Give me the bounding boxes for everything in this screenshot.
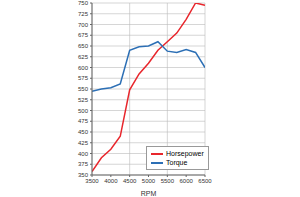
- svg-text:575: 575: [78, 75, 89, 81]
- svg-text:400: 400: [78, 151, 89, 157]
- svg-text:425: 425: [78, 140, 89, 146]
- svg-text:6500: 6500: [198, 178, 212, 184]
- svg-text:750: 750: [78, 0, 89, 6]
- svg-text:525: 525: [78, 97, 89, 103]
- svg-text:450: 450: [78, 129, 89, 135]
- svg-text:650: 650: [78, 43, 89, 49]
- svg-text:625: 625: [78, 54, 89, 60]
- svg-text:4000: 4000: [104, 178, 118, 184]
- svg-text:4500: 4500: [123, 178, 137, 184]
- html-text:Torque: Torque: [166, 159, 188, 166]
- svg-text:350: 350: [78, 172, 89, 178]
- svg-text:475: 475: [78, 118, 89, 124]
- svg-text:3500: 3500: [85, 178, 99, 184]
- svg-text:550: 550: [78, 86, 89, 92]
- svg-text:725: 725: [78, 11, 89, 17]
- svg-text:375: 375: [78, 161, 89, 167]
- svg-text:600: 600: [78, 65, 89, 71]
- svg-text:6000: 6000: [179, 178, 193, 184]
- svg-text:5500: 5500: [161, 178, 175, 184]
- svg-text:RPM: RPM: [141, 190, 157, 197]
- svg-text:5000: 5000: [142, 178, 156, 184]
- svg-text:500: 500: [78, 108, 89, 114]
- svg-text:700: 700: [78, 22, 89, 28]
- html-text:Horsepower: Horsepower: [166, 150, 204, 157]
- svg-text:675: 675: [78, 32, 89, 38]
